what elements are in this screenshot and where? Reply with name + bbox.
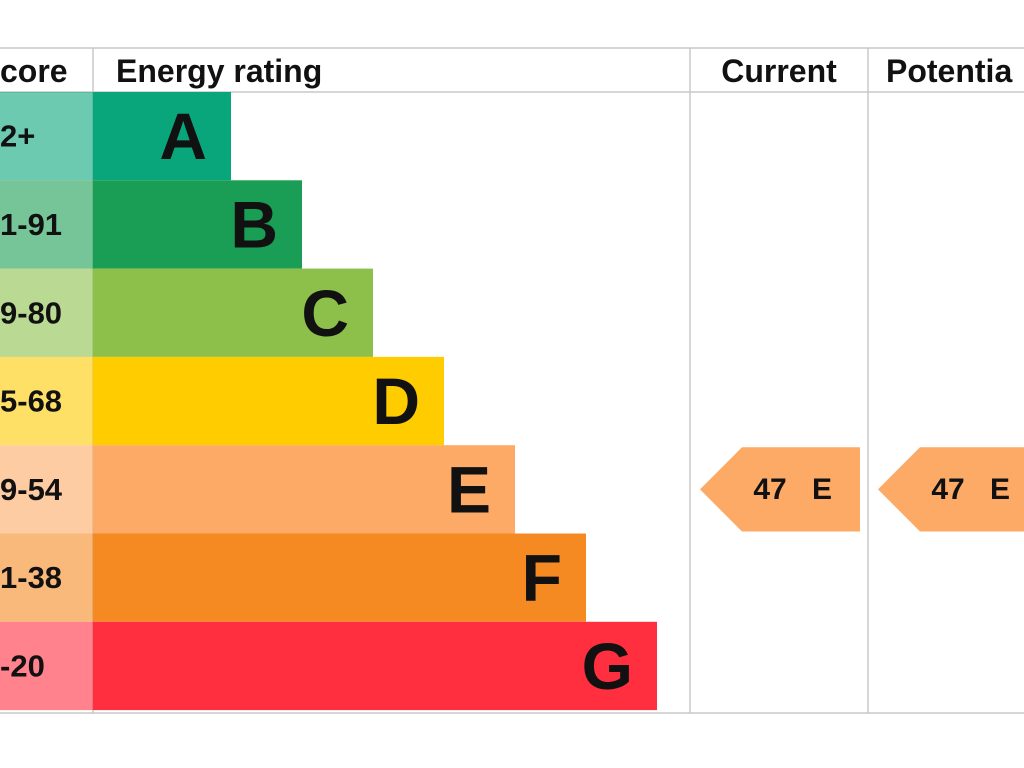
- rating-bar: [93, 356, 444, 446]
- score-range: 9-54: [0, 472, 63, 507]
- rating-letter: G: [582, 629, 633, 703]
- score-cell: [0, 180, 93, 269]
- current-header: Current: [721, 53, 837, 89]
- score-range: 1-91: [0, 207, 62, 242]
- rating-letter: B: [230, 187, 278, 261]
- score-range: 2+: [0, 119, 35, 154]
- rating-letter: A: [159, 99, 207, 173]
- score-header: core: [0, 53, 68, 89]
- score-cell: [0, 92, 93, 181]
- rating-letter: F: [522, 541, 562, 615]
- rating-bar: [93, 621, 657, 711]
- rating-bar: [93, 533, 586, 622]
- score-cell: [0, 268, 93, 357]
- potential-header: Potentia: [886, 53, 1012, 89]
- potential-arrow: [878, 447, 1024, 532]
- current-band: E: [812, 473, 832, 506]
- potential-band: E: [990, 473, 1010, 506]
- rating-bar: [93, 92, 231, 181]
- score-range: 5-68: [0, 384, 62, 419]
- rating-header: Energy rating: [116, 53, 322, 89]
- rating-letter: C: [301, 276, 349, 350]
- rating-bar: [93, 180, 302, 269]
- score-range: -20: [0, 648, 45, 683]
- score-cell: [0, 445, 93, 534]
- rating-bar: [93, 268, 373, 357]
- score-cell: [0, 621, 93, 711]
- rating-letter: E: [447, 452, 491, 526]
- score-cell: [0, 356, 93, 446]
- current-arrow: [700, 447, 860, 532]
- score-range: 9-80: [0, 295, 62, 330]
- rating-bar: [93, 445, 515, 534]
- score-range: 1-38: [0, 560, 62, 595]
- potential-score: 47: [931, 473, 964, 506]
- rating-letter: D: [372, 364, 420, 438]
- current-score: 47: [753, 473, 786, 506]
- score-cell: [0, 533, 93, 622]
